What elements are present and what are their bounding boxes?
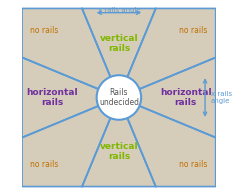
- Text: horizontal
rails: horizontal rails: [26, 88, 78, 107]
- Polygon shape: [119, 8, 216, 98]
- Text: vertical
rails: vertical rails: [99, 34, 138, 53]
- Polygon shape: [82, 98, 156, 187]
- Polygon shape: [22, 8, 119, 98]
- Polygon shape: [82, 8, 156, 98]
- Text: Rails
undecided: Rails undecided: [99, 88, 139, 107]
- Text: no rails: no rails: [179, 160, 208, 169]
- Text: no rails: no rails: [30, 26, 59, 35]
- Polygon shape: [119, 57, 216, 138]
- Text: y rails angle: y rails angle: [98, 7, 140, 13]
- Text: vertical
rails: vertical rails: [99, 142, 138, 161]
- Polygon shape: [22, 57, 119, 138]
- Text: no rails: no rails: [179, 26, 208, 35]
- Text: horizontal
rails: horizontal rails: [160, 88, 212, 107]
- Text: no rails: no rails: [30, 160, 59, 169]
- Polygon shape: [119, 98, 216, 187]
- Circle shape: [97, 75, 141, 120]
- Text: x rails
angle: x rails angle: [211, 91, 232, 104]
- Polygon shape: [22, 98, 119, 187]
